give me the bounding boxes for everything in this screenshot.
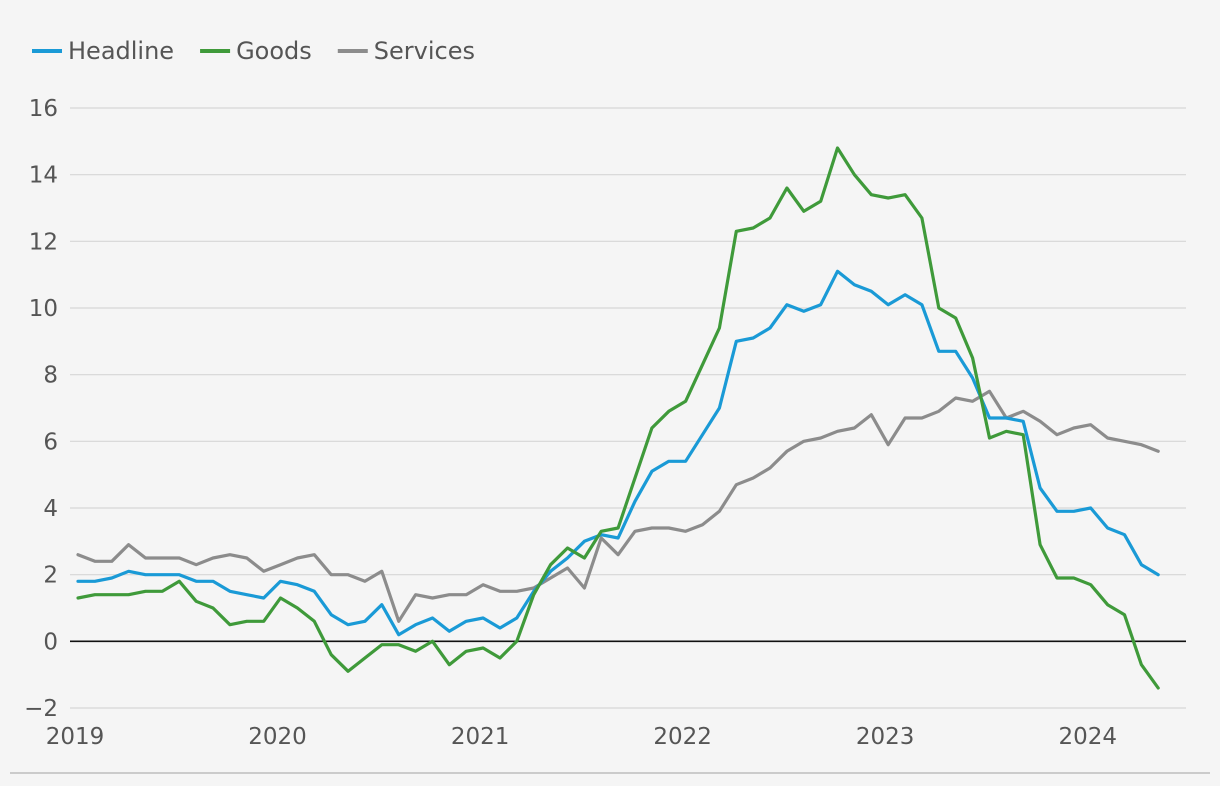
- legend-item-headline: Headline: [32, 37, 174, 65]
- x-tick-label: 2019: [46, 724, 105, 750]
- y-tick-label: 8: [43, 363, 58, 389]
- y-tick-label: 10: [29, 296, 58, 322]
- legend-item-services: Services: [337, 37, 475, 65]
- legend-item-goods: Goods: [200, 37, 312, 65]
- y-tick-label: −2: [24, 696, 58, 722]
- y-tick-label: 0: [43, 629, 58, 655]
- x-axis-ticks: 2019 2020 2021 2022 2023 2024: [46, 724, 1117, 750]
- x-tick-label: 2020: [248, 724, 307, 750]
- series-line-headline: [76, 269, 1160, 637]
- x-tick-label: 2022: [653, 724, 712, 750]
- y-tick-label: 2: [43, 563, 58, 589]
- y-tick-label: 12: [29, 229, 58, 255]
- legend-label: Goods: [236, 37, 312, 65]
- series-line-goods: [76, 146, 1160, 690]
- y-axis-ticks: −2 0 2 4 6 8 10 12 14 16: [24, 96, 58, 722]
- y-tick-label: 6: [43, 429, 58, 455]
- series-lines: [76, 146, 1160, 690]
- legend: Headline Goods Services: [32, 37, 475, 65]
- y-tick-label: 16: [29, 96, 58, 122]
- gridlines: [70, 107, 1186, 709]
- legend-label: Headline: [68, 37, 174, 65]
- legend-label: Services: [374, 37, 475, 65]
- y-tick-label: 4: [43, 496, 58, 522]
- y-tick-label: 14: [29, 163, 58, 189]
- series-line-services: [76, 389, 1160, 623]
- x-tick-label: 2021: [451, 724, 510, 750]
- x-tick-label: 2024: [1058, 724, 1117, 750]
- x-tick-label: 2023: [856, 724, 915, 750]
